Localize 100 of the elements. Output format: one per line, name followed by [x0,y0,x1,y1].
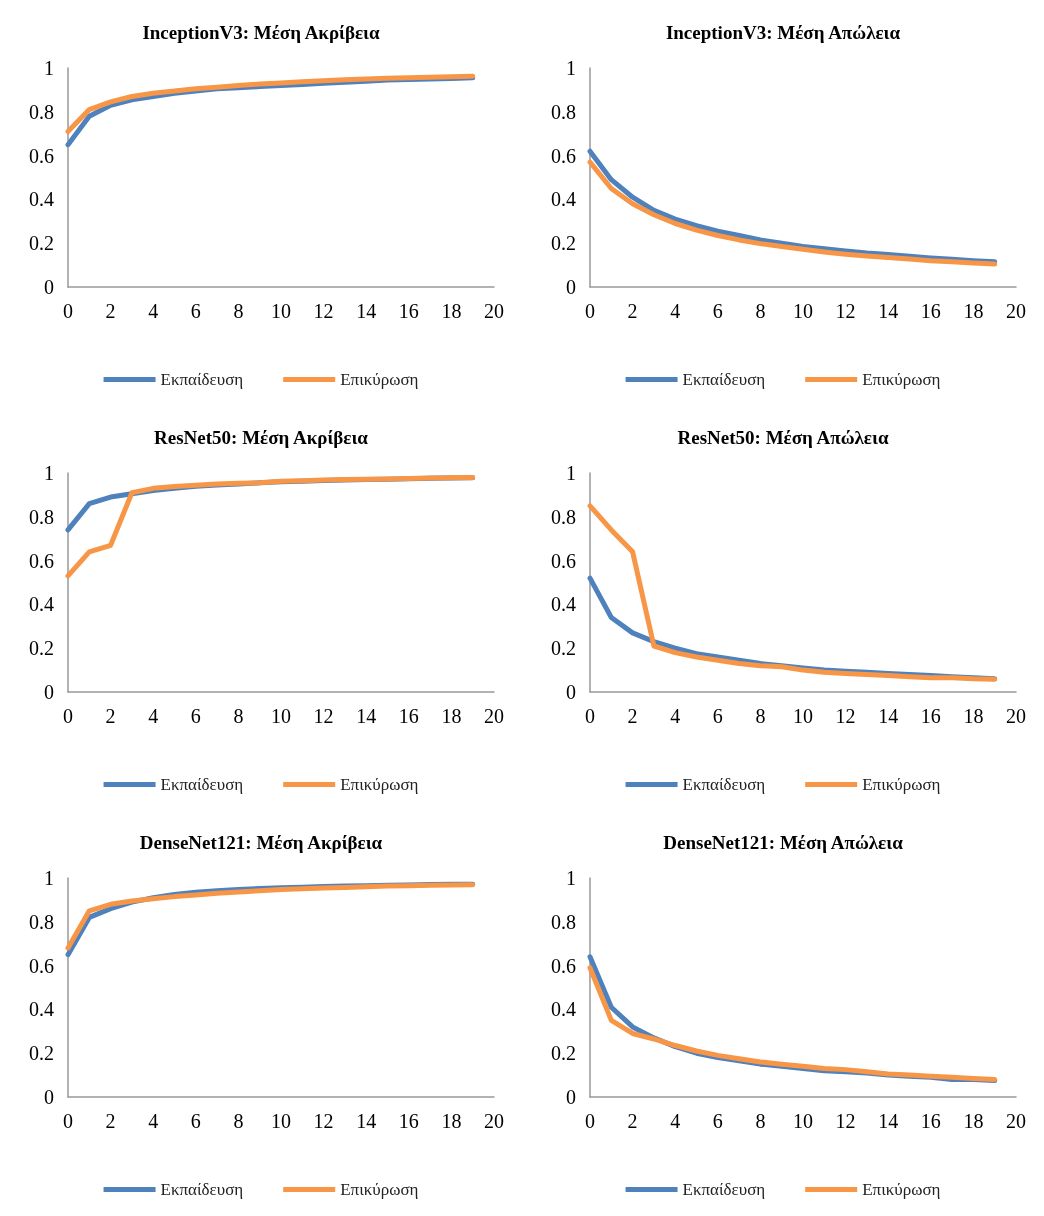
legend-label: Επικύρωση [340,1180,419,1199]
y-tick-label: 0.4 [29,593,54,616]
chart-title: ResNet50: Μέση Απώλεια [677,427,889,448]
x-tick-label: 8 [233,1110,244,1132]
x-tick-label: 0 [585,300,595,322]
x-tick-label: 12 [313,300,334,322]
legend-label: Επικύρωση [862,370,941,389]
x-tick-label: 8 [755,300,766,322]
x-tick-label: 20 [484,705,504,727]
y-tick-label: 0.6 [29,144,54,167]
x-tick-label: 12 [835,1110,856,1132]
x-tick-label: 0 [585,705,595,727]
x-tick-label: 12 [835,705,856,727]
y-tick-label: 1 [566,867,576,889]
y-tick-label: 0.2 [29,637,54,660]
x-tick-label: 0 [585,1110,595,1132]
y-tick-label: 0 [44,681,54,703]
x-tick-label: 20 [484,300,504,322]
legend-label: Επικύρωση [862,775,941,794]
x-tick-label: 6 [712,705,723,727]
x-tick-label: 4 [670,1110,681,1132]
x-tick-label: 10 [793,300,813,322]
x-tick-label: 20 [1006,1110,1026,1132]
x-tick-label: 4 [670,705,681,727]
y-tick-label: 0.8 [551,505,576,528]
y-tick-label: 0.4 [551,593,576,616]
chart-title: DenseNet121: Μέση Απώλεια [663,832,904,853]
x-tick-label: 10 [271,1110,291,1132]
x-tick-label: 12 [313,705,334,727]
y-tick-label: 0.2 [29,232,54,255]
x-tick-label: 10 [793,705,813,727]
y-tick-label: 0.6 [29,954,54,977]
legend-label: Επικύρωση [340,370,419,389]
chart-title: InceptionV3: Μέση Ακρίβεια [142,22,380,43]
y-tick-label: 0 [566,1086,576,1108]
y-tick-label: 0.8 [551,910,576,933]
x-tick-label: 0 [63,705,73,727]
y-tick-label: 1 [44,867,54,889]
x-tick-label: 8 [755,1110,766,1132]
y-tick-label: 0.6 [29,549,54,572]
x-tick-label: 2 [627,300,638,322]
y-tick-label: 0 [566,681,576,703]
x-tick-label: 4 [148,1110,159,1132]
x-tick-label: 14 [356,1110,377,1132]
x-tick-label: 16 [920,705,941,727]
y-tick-label: 0.4 [29,188,54,211]
legend-label: Εκπαίδευση [682,370,766,389]
x-tick-label: 2 [627,705,638,727]
x-tick-label: 14 [356,705,377,727]
x-tick-label: 14 [878,300,899,322]
y-tick-label: 0.6 [551,549,576,572]
legend-label: Επικύρωση [340,775,419,794]
legend-label: Εκπαίδευση [160,775,244,794]
x-tick-label: 18 [963,705,984,727]
y-tick-label: 0.4 [29,998,54,1021]
x-tick-label: 2 [105,705,116,727]
x-tick-label: 6 [190,300,201,322]
chart-title: ResNet50: Μέση Ακρίβεια [154,427,369,448]
x-tick-label: 14 [878,705,899,727]
x-tick-label: 10 [271,705,291,727]
x-tick-label: 20 [1006,300,1026,322]
x-tick-label: 2 [105,300,116,322]
x-tick-label: 20 [484,1110,504,1132]
x-tick-label: 12 [835,300,856,322]
x-tick-label: 4 [148,705,159,727]
x-tick-label: 16 [398,300,419,322]
x-tick-label: 2 [105,1110,116,1132]
y-tick-label: 0.8 [29,910,54,933]
legend-label: Εκπαίδευση [160,370,244,389]
x-tick-label: 8 [755,705,766,727]
y-tick-label: 1 [44,462,54,484]
x-tick-label: 14 [356,300,377,322]
y-tick-label: 0.2 [551,232,576,255]
x-tick-label: 6 [190,1110,201,1132]
y-tick-label: 0.2 [551,637,576,660]
x-tick-label: 16 [920,300,941,322]
x-tick-label: 6 [712,1110,723,1132]
x-tick-label: 14 [878,1110,899,1132]
x-tick-label: 18 [963,1110,984,1132]
y-tick-label: 0.2 [29,1042,54,1065]
x-tick-label: 18 [441,705,462,727]
x-tick-label: 0 [63,300,73,322]
chart-title: DenseNet121: Μέση Ακρίβεια [139,832,383,853]
y-tick-label: 0.6 [551,144,576,167]
y-tick-label: 0.4 [551,188,576,211]
y-tick-label: 1 [566,57,576,79]
x-tick-label: 12 [313,1110,334,1132]
legend-label: Εκπαίδευση [160,1180,244,1199]
y-tick-label: 0.4 [551,998,576,1021]
x-tick-label: 10 [793,1110,813,1132]
x-tick-label: 4 [148,300,159,322]
x-tick-label: 8 [233,705,244,727]
x-tick-label: 2 [627,1110,638,1132]
x-tick-label: 16 [398,705,419,727]
y-tick-label: 1 [566,462,576,484]
chart-title: InceptionV3: Μέση Απώλεια [665,22,901,43]
y-tick-label: 0.8 [29,505,54,528]
x-tick-label: 10 [271,300,291,322]
x-tick-label: 4 [670,300,681,322]
y-tick-label: 0 [566,276,576,298]
